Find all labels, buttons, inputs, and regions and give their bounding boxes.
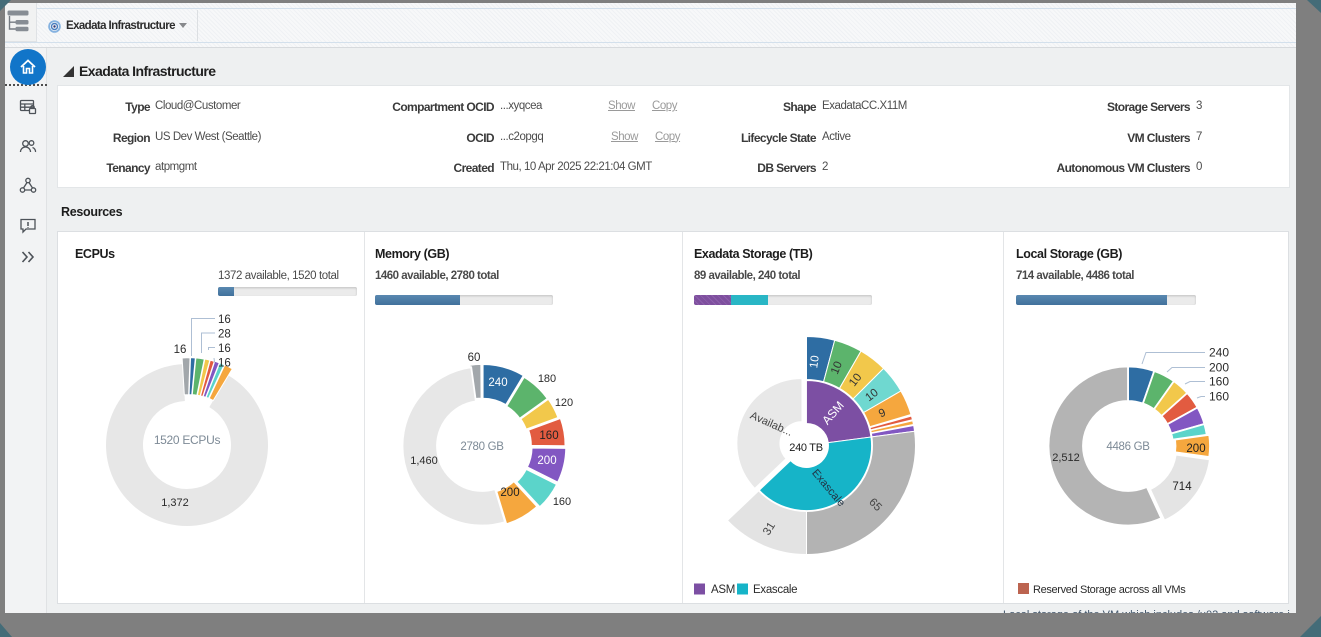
svg-text:16: 16	[174, 344, 187, 356]
svg-text:31: 31	[761, 520, 778, 537]
svg-text:160: 160	[1209, 375, 1229, 389]
svg-text:160: 160	[553, 496, 571, 508]
svg-text:10: 10	[808, 355, 822, 369]
svg-text:Reserved Storage across all VM: Reserved Storage across all VMs	[1033, 584, 1186, 596]
svg-text:120: 120	[555, 397, 573, 409]
svg-text:60: 60	[468, 352, 481, 364]
svg-text:240 TB: 240 TB	[789, 442, 822, 454]
svg-text:1,372: 1,372	[161, 497, 189, 509]
svg-text:2,512: 2,512	[1052, 452, 1080, 464]
svg-text:240: 240	[488, 377, 507, 389]
svg-text:160: 160	[1209, 390, 1229, 404]
svg-text:28: 28	[218, 329, 231, 341]
svg-text:10: 10	[829, 360, 845, 376]
svg-text:16: 16	[218, 358, 231, 370]
svg-text:1,460: 1,460	[410, 455, 438, 467]
svg-text:16: 16	[218, 314, 231, 326]
svg-text:180: 180	[538, 373, 556, 385]
svg-text:9: 9	[877, 407, 888, 421]
svg-text:4486 GB: 4486 GB	[1106, 441, 1150, 453]
svg-text:200: 200	[500, 487, 519, 499]
svg-text:2780 GB: 2780 GB	[460, 441, 504, 453]
svg-text:16: 16	[218, 343, 231, 355]
svg-text:200: 200	[1186, 443, 1205, 455]
svg-text:160: 160	[539, 430, 558, 442]
svg-text:ASM: ASM	[711, 584, 735, 596]
svg-text:200: 200	[1209, 361, 1229, 375]
svg-text:200: 200	[537, 455, 556, 467]
svg-text:240: 240	[1209, 346, 1229, 360]
svg-text:714: 714	[1172, 481, 1192, 493]
svg-text:1520 ECPUs: 1520 ECPUs	[154, 433, 221, 447]
svg-text:Exascale: Exascale	[753, 584, 797, 596]
